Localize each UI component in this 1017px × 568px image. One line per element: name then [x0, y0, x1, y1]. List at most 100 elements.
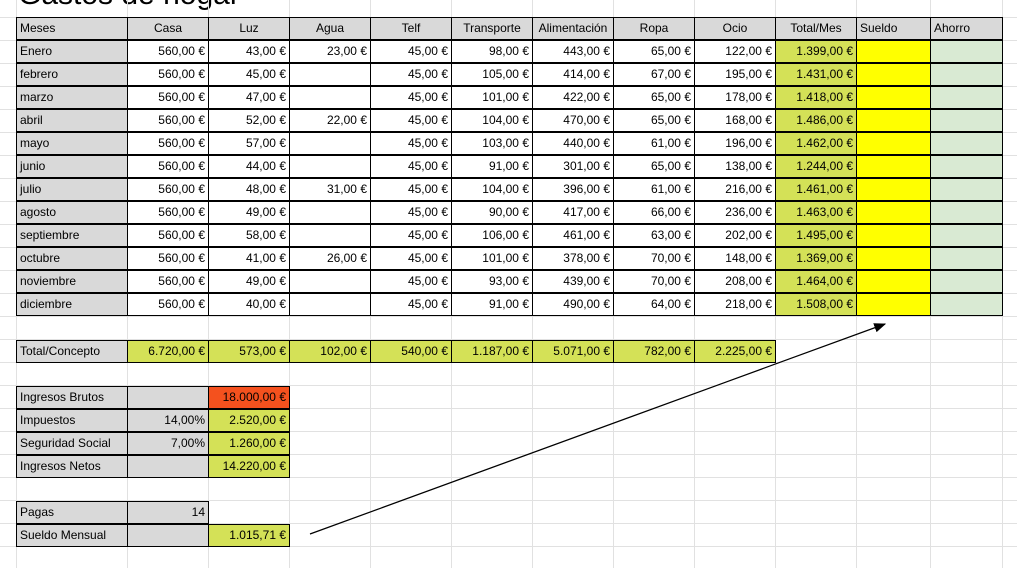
value-cell[interactable]: 560,00 €	[127, 178, 209, 201]
ahorro-cell[interactable]	[930, 178, 1003, 201]
sueldo-cell[interactable]	[856, 109, 931, 132]
total-mes-cell[interactable]: 1.369,00 €	[775, 247, 857, 270]
sueldo-cell[interactable]	[856, 270, 931, 293]
total-concepto-cell[interactable]: 540,00 €	[370, 340, 452, 363]
total-concepto-cell[interactable]: 1.187,00 €	[451, 340, 533, 363]
value-cell[interactable]: 470,00 €	[532, 109, 614, 132]
value-cell[interactable]	[289, 132, 371, 155]
ahorro-cell[interactable]	[930, 270, 1003, 293]
value-cell[interactable]: 67,00 €	[613, 63, 695, 86]
value-cell[interactable]: 45,00 €	[370, 293, 452, 316]
value-cell[interactable]: 138,00 €	[694, 155, 776, 178]
sueldo-cell[interactable]	[856, 86, 931, 109]
value-cell[interactable]: 45,00 €	[208, 63, 290, 86]
value-cell[interactable]: 48,00 €	[208, 178, 290, 201]
seguridad-social-value[interactable]: 1.260,00 €	[208, 432, 290, 455]
value-cell[interactable]: 208,00 €	[694, 270, 776, 293]
value-cell[interactable]: 195,00 €	[694, 63, 776, 86]
value-cell[interactable]: 45,00 €	[370, 178, 452, 201]
sueldo-mensual-spacer[interactable]	[127, 524, 209, 547]
total-concepto-label[interactable]: Total/Concepto	[16, 340, 128, 363]
header-cell[interactable]: Ropa	[613, 17, 695, 40]
value-cell[interactable]: 396,00 €	[532, 178, 614, 201]
month-label[interactable]: mayo	[16, 132, 128, 155]
ahorro-cell[interactable]	[930, 247, 1003, 270]
value-cell[interactable]: 422,00 €	[532, 86, 614, 109]
value-cell[interactable]: 90,00 €	[451, 201, 533, 224]
value-cell[interactable]: 178,00 €	[694, 86, 776, 109]
value-cell[interactable]: 122,00 €	[694, 40, 776, 63]
value-cell[interactable]: 560,00 €	[127, 293, 209, 316]
value-cell[interactable]: 560,00 €	[127, 86, 209, 109]
value-cell[interactable]: 61,00 €	[613, 178, 695, 201]
value-cell[interactable]: 106,00 €	[451, 224, 533, 247]
ahorro-cell[interactable]	[930, 132, 1003, 155]
value-cell[interactable]: 49,00 €	[208, 270, 290, 293]
value-cell[interactable]: 49,00 €	[208, 201, 290, 224]
value-cell[interactable]: 560,00 €	[127, 63, 209, 86]
value-cell[interactable]: 301,00 €	[532, 155, 614, 178]
value-cell[interactable]: 91,00 €	[451, 155, 533, 178]
pagas-label[interactable]: Pagas	[16, 501, 128, 524]
total-mes-cell[interactable]: 1.461,00 €	[775, 178, 857, 201]
value-cell[interactable]	[289, 270, 371, 293]
total-concepto-cell[interactable]: 573,00 €	[208, 340, 290, 363]
impuestos-label[interactable]: Impuestos	[16, 409, 128, 432]
value-cell[interactable]: 560,00 €	[127, 155, 209, 178]
month-label[interactable]: agosto	[16, 201, 128, 224]
value-cell[interactable]: 196,00 €	[694, 132, 776, 155]
month-label[interactable]: febrero	[16, 63, 128, 86]
value-cell[interactable]	[289, 63, 371, 86]
impuestos-rate[interactable]: 14,00%	[127, 409, 209, 432]
value-cell[interactable]: 22,00 €	[289, 109, 371, 132]
month-label[interactable]: junio	[16, 155, 128, 178]
value-cell[interactable]: 66,00 €	[613, 201, 695, 224]
header-cell[interactable]: Alimentación	[532, 17, 614, 40]
value-cell[interactable]: 440,00 €	[532, 132, 614, 155]
total-concepto-cell[interactable]: 5.071,00 €	[532, 340, 614, 363]
value-cell[interactable]: 560,00 €	[127, 201, 209, 224]
month-label[interactable]: julio	[16, 178, 128, 201]
value-cell[interactable]: 91,00 €	[451, 293, 533, 316]
value-cell[interactable]: 45,00 €	[370, 155, 452, 178]
value-cell[interactable]: 103,00 €	[451, 132, 533, 155]
ahorro-cell[interactable]	[930, 63, 1003, 86]
value-cell[interactable]: 65,00 €	[613, 86, 695, 109]
seguridad-social-label[interactable]: Seguridad Social	[16, 432, 128, 455]
header-cell[interactable]: Transporte	[451, 17, 533, 40]
value-cell[interactable]: 443,00 €	[532, 40, 614, 63]
value-cell[interactable]: 216,00 €	[694, 178, 776, 201]
value-cell[interactable]: 43,00 €	[208, 40, 290, 63]
sueldo-cell[interactable]	[856, 155, 931, 178]
total-mes-cell[interactable]: 1.431,00 €	[775, 63, 857, 86]
value-cell[interactable]: 417,00 €	[532, 201, 614, 224]
value-cell[interactable]: 63,00 €	[613, 224, 695, 247]
value-cell[interactable]: 461,00 €	[532, 224, 614, 247]
value-cell[interactable]: 378,00 €	[532, 247, 614, 270]
seguridad-social-rate[interactable]: 7,00%	[127, 432, 209, 455]
value-cell[interactable]: 168,00 €	[694, 109, 776, 132]
value-cell[interactable]: 45,00 €	[370, 247, 452, 270]
value-cell[interactable]: 70,00 €	[613, 247, 695, 270]
value-cell[interactable]	[289, 201, 371, 224]
value-cell[interactable]: 65,00 €	[613, 40, 695, 63]
ahorro-cell[interactable]	[930, 40, 1003, 63]
total-mes-cell[interactable]: 1.464,00 €	[775, 270, 857, 293]
total-concepto-cell[interactable]: 102,00 €	[289, 340, 371, 363]
value-cell[interactable]: 560,00 €	[127, 109, 209, 132]
sueldo-mensual-value[interactable]: 1.015,71 €	[208, 524, 290, 547]
month-label[interactable]: noviembre	[16, 270, 128, 293]
value-cell[interactable]: 414,00 €	[532, 63, 614, 86]
value-cell[interactable]: 105,00 €	[451, 63, 533, 86]
header-cell[interactable]: Casa	[127, 17, 209, 40]
ingresos-brutos-spacer[interactable]	[127, 386, 209, 409]
month-label[interactable]: marzo	[16, 86, 128, 109]
value-cell[interactable]: 45,00 €	[370, 86, 452, 109]
value-cell[interactable]: 52,00 €	[208, 109, 290, 132]
value-cell[interactable]: 560,00 €	[127, 132, 209, 155]
total-mes-cell[interactable]: 1.418,00 €	[775, 86, 857, 109]
value-cell[interactable]: 104,00 €	[451, 178, 533, 201]
value-cell[interactable]: 560,00 €	[127, 247, 209, 270]
value-cell[interactable]: 45,00 €	[370, 109, 452, 132]
value-cell[interactable]	[289, 293, 371, 316]
